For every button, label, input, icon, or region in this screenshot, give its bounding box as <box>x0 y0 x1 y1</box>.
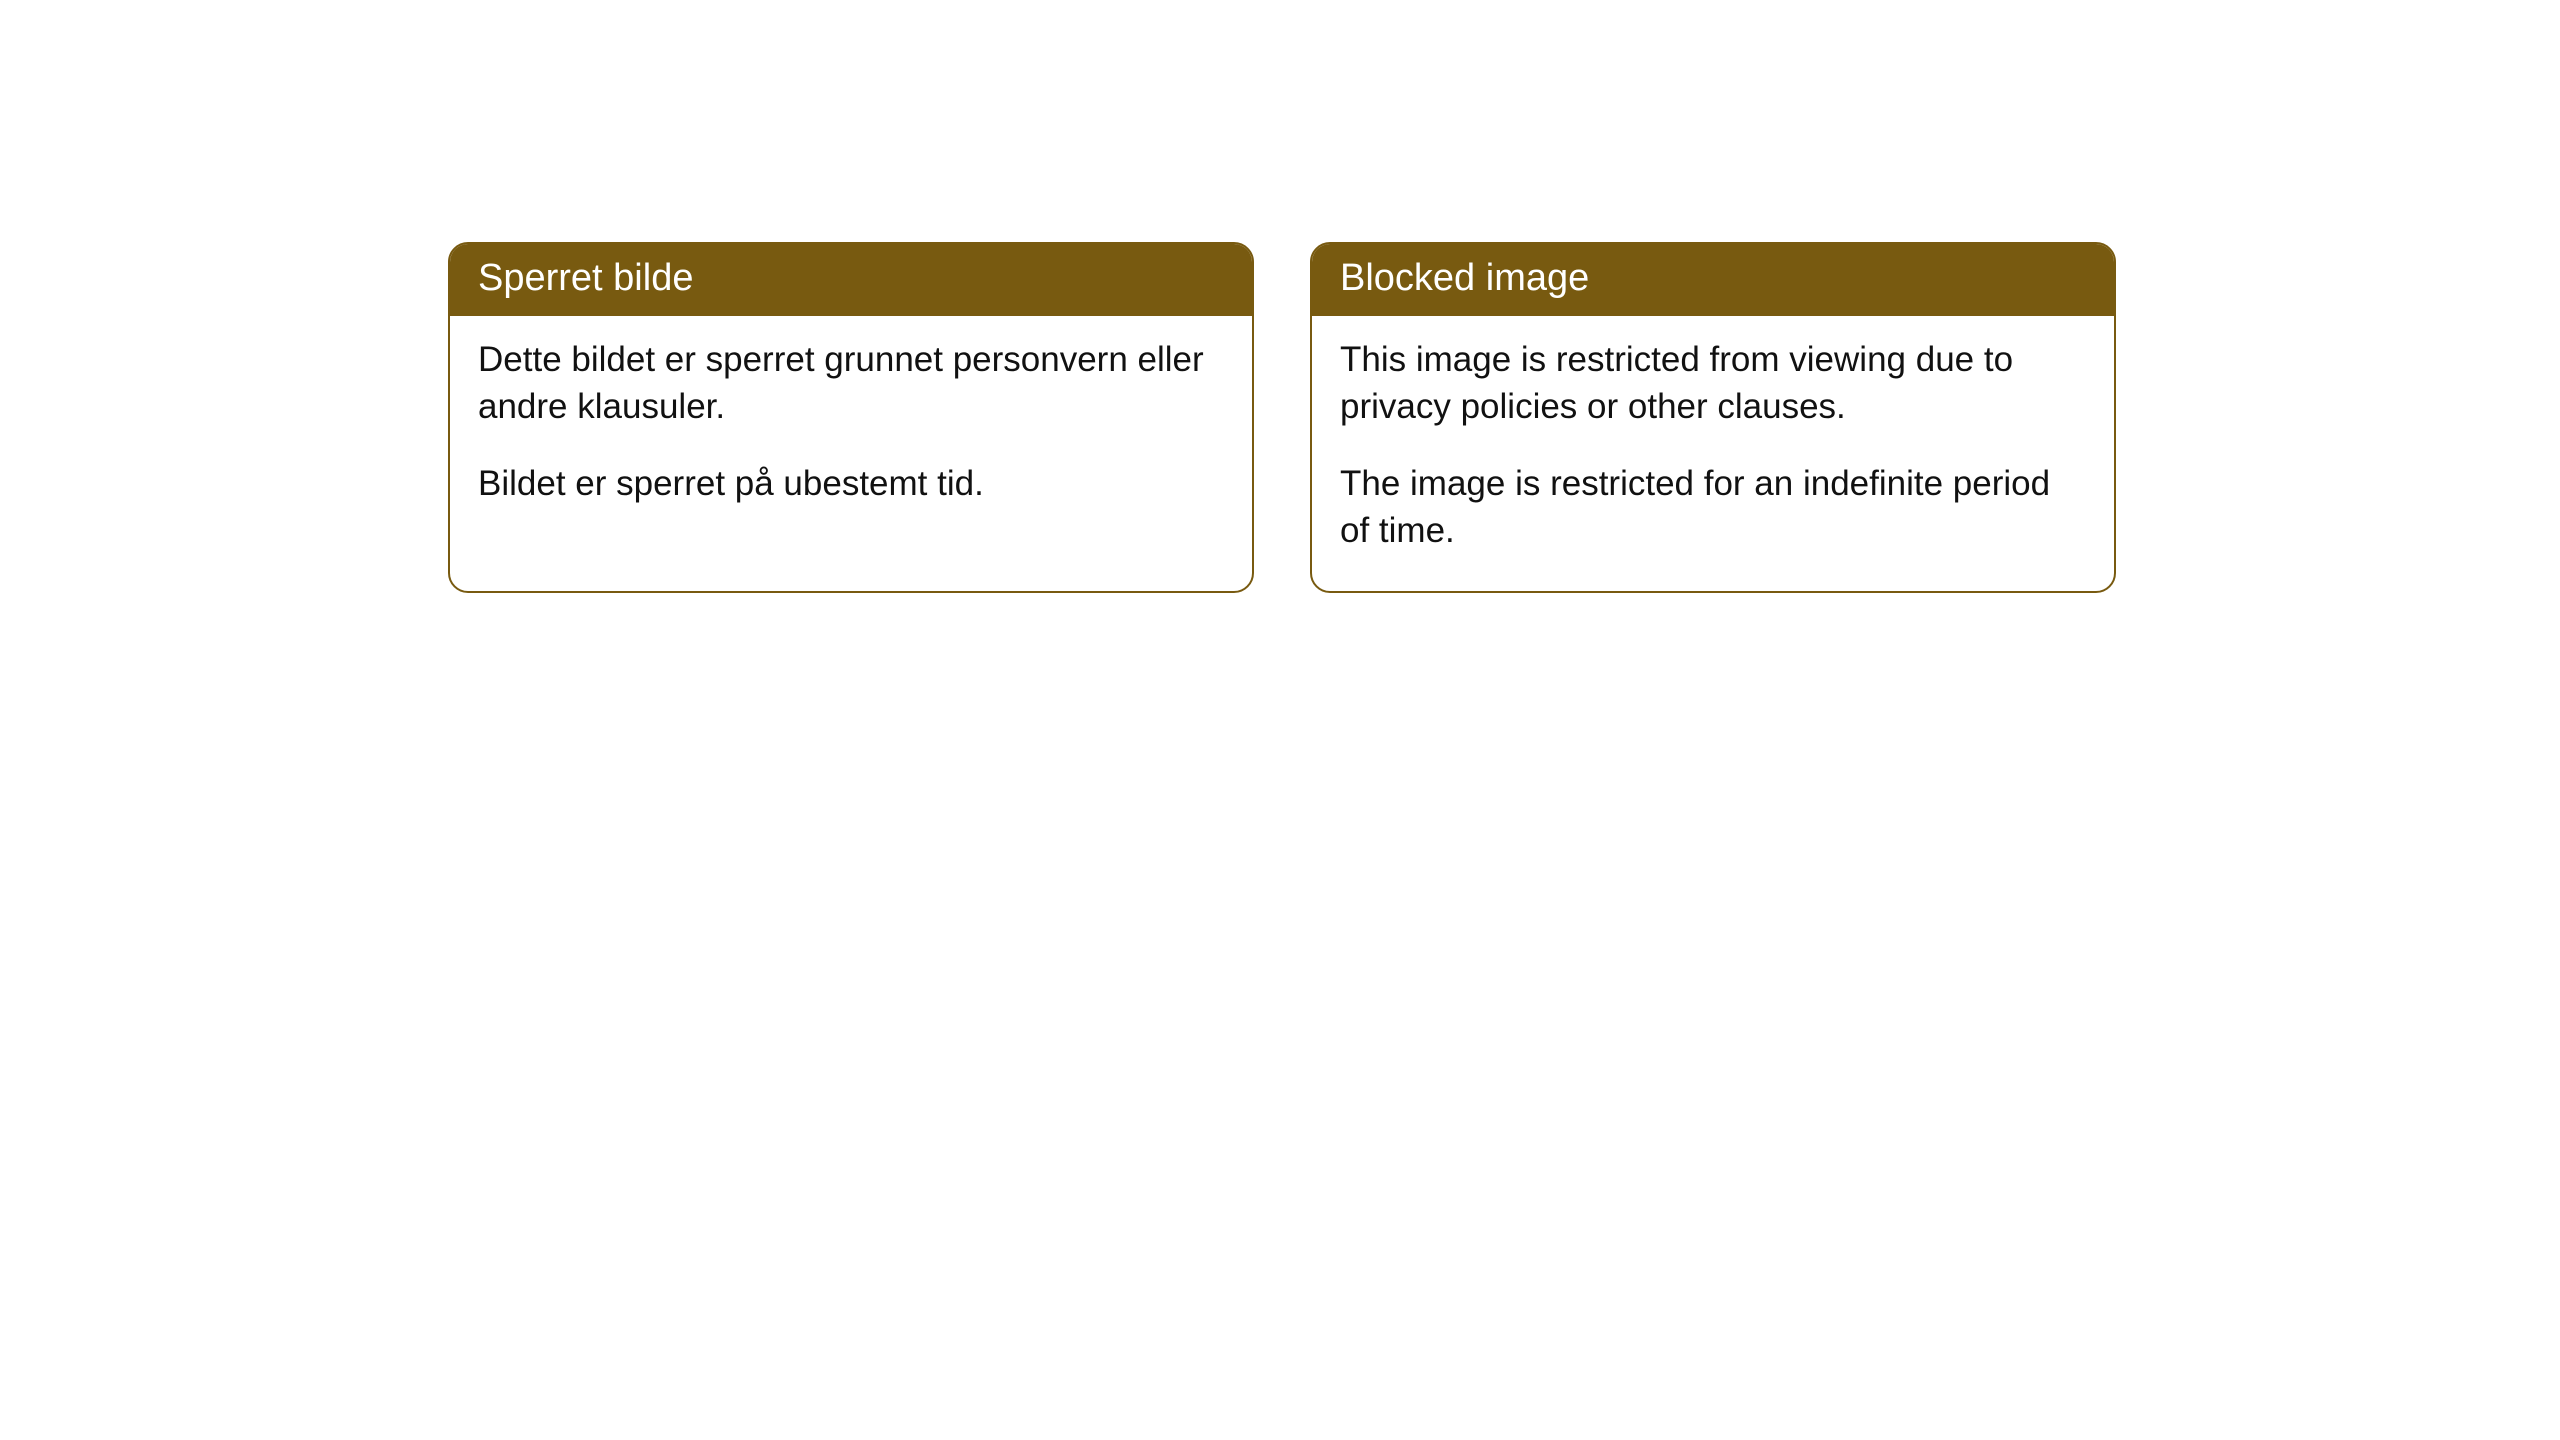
card-body: This image is restricted from viewing du… <box>1312 316 2114 591</box>
card-paragraph: The image is restricted for an indefinit… <box>1340 460 2086 555</box>
card-paragraph: Dette bildet er sperret grunnet personve… <box>478 336 1224 431</box>
card-paragraph: Bildet er sperret på ubestemt tid. <box>478 460 1224 507</box>
notice-cards-container: Sperret bilde Dette bildet er sperret gr… <box>0 0 2560 593</box>
card-paragraph: This image is restricted from viewing du… <box>1340 336 2086 431</box>
card-body: Dette bildet er sperret grunnet personve… <box>450 316 1252 544</box>
blocked-image-card-no: Sperret bilde Dette bildet er sperret gr… <box>448 242 1254 593</box>
blocked-image-card-en: Blocked image This image is restricted f… <box>1310 242 2116 593</box>
card-title: Blocked image <box>1312 244 2114 316</box>
card-title: Sperret bilde <box>450 244 1252 316</box>
